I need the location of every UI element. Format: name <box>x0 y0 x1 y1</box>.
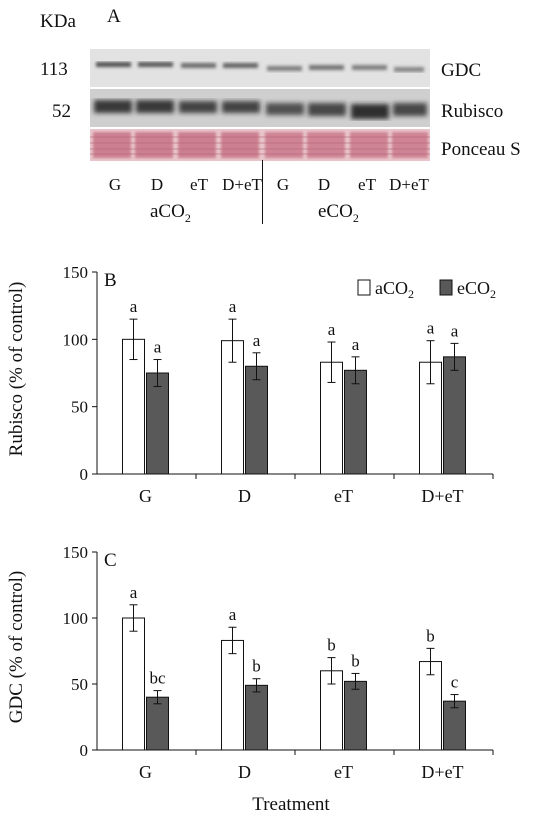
lane-label: G <box>108 175 122 194</box>
legend-swatch <box>357 279 371 296</box>
y-tick-label: 150 <box>63 263 89 282</box>
y-tick-label: 0 <box>80 741 89 760</box>
lane-label: eT <box>358 175 376 194</box>
x-tick-label: eT <box>334 486 353 506</box>
significance-letter: b <box>327 636 336 655</box>
rubisco-blot <box>90 89 430 127</box>
x-tick-label: G <box>139 762 152 782</box>
mw-marker-52: 52 <box>52 101 71 122</box>
significance-letter: a <box>154 338 162 357</box>
legend-label: eCO2 <box>457 278 496 301</box>
bar-eco2 <box>344 680 367 751</box>
group-label-aco2: aCO2 <box>150 201 191 225</box>
y-tick-label: 0 <box>80 465 89 484</box>
gdc-blot <box>90 49 430 87</box>
rubisco-bands <box>94 100 427 119</box>
legend-swatch <box>439 279 453 296</box>
significance-letter: a <box>451 321 459 340</box>
y-tick-label: 100 <box>63 609 89 628</box>
y-axis-label: Rubisco (% of control) <box>6 282 27 457</box>
x-axis-label: Treatment <box>252 794 330 815</box>
ponceau-stain <box>90 129 430 161</box>
significance-letter: a <box>328 320 336 339</box>
lane-label: D <box>150 175 164 194</box>
band-label-gdc: GDC <box>441 60 482 81</box>
bar-aco2 <box>221 639 244 751</box>
kda-unit-label: KDa <box>40 11 76 32</box>
bar-eco2 <box>245 365 268 475</box>
y-tick-label: 50 <box>71 675 88 694</box>
bar-eco2 <box>146 696 169 751</box>
significance-letter: a <box>229 297 237 316</box>
x-tick-label: eT <box>334 762 353 782</box>
significance-letter: b <box>426 626 435 645</box>
significance-letter: b <box>252 657 261 676</box>
x-tick-label: D <box>238 762 251 782</box>
bar-eco2 <box>344 369 367 475</box>
lane-label: eT <box>190 175 208 194</box>
panel-a-letter: A <box>107 6 121 27</box>
x-tick-label: D+eT <box>421 762 463 782</box>
y-tick-label: 150 <box>63 543 89 562</box>
significance-letter: b <box>351 651 360 670</box>
ponceau-lanes <box>90 129 430 161</box>
panel-letter: B <box>104 270 117 291</box>
y-tick-label: 100 <box>63 330 89 349</box>
lane-label: D+eT <box>389 175 429 194</box>
significance-letter: a <box>253 331 261 350</box>
group-divider <box>262 160 263 224</box>
panel-letter: C <box>104 550 117 571</box>
bar-eco2 <box>443 700 466 751</box>
bar-eco2 <box>146 372 169 475</box>
western-blot-panel: KDa A 113 52 <box>0 0 550 230</box>
x-tick-label: G <box>139 486 152 506</box>
significance-letter: a <box>352 335 360 354</box>
bar-aco2 <box>122 617 145 751</box>
significance-letter: a <box>229 605 237 624</box>
bar-eco2 <box>443 356 466 475</box>
group-label-eco2: eCO2 <box>318 201 359 225</box>
legend-label: aCO2 <box>375 278 414 301</box>
lane-label: D <box>317 175 331 194</box>
significance-letter: a <box>427 319 435 338</box>
gdc-bands <box>96 62 424 72</box>
x-tick-label: D <box>238 486 251 506</box>
significance-letter: bc <box>149 669 166 688</box>
significance-letter: a <box>130 297 138 316</box>
bar-eco2 <box>245 684 268 751</box>
lane-label: D+eT <box>222 175 262 194</box>
y-axis-label: GDC (% of control) <box>6 571 27 724</box>
x-tick-label: D+eT <box>421 486 463 506</box>
band-label-ponceau: Ponceau S <box>441 139 521 160</box>
significance-letter: c <box>451 673 459 692</box>
mw-marker-113: 113 <box>40 59 68 80</box>
y-tick-label: 50 <box>71 398 88 417</box>
significance-letter: a <box>130 583 138 602</box>
lane-label: G <box>276 175 290 194</box>
band-label-rubisco: Rubisco <box>441 101 504 122</box>
